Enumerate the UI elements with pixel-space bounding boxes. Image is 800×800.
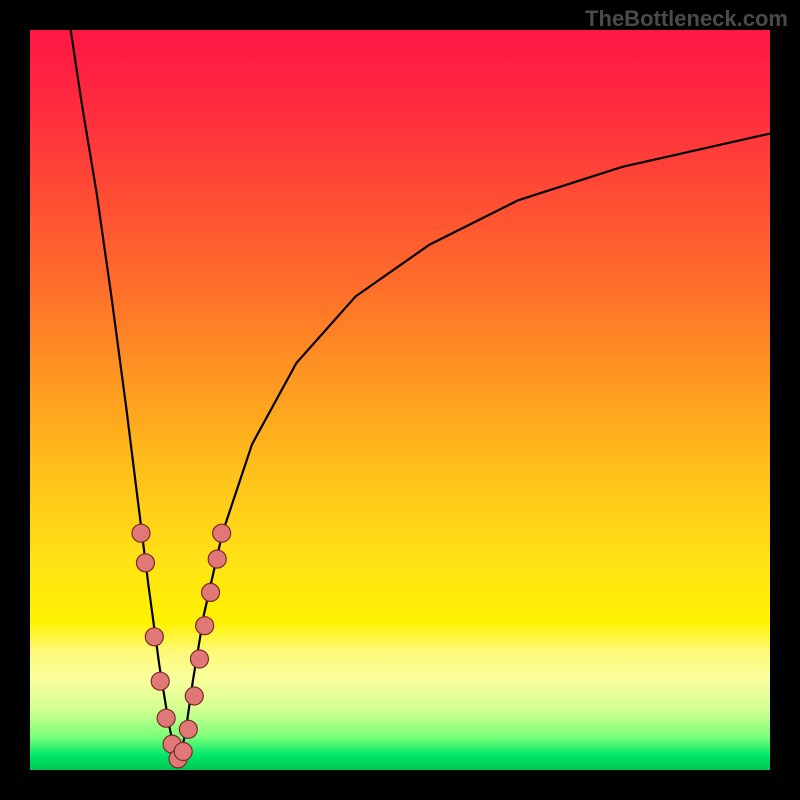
outer-frame: TheBottleneck.com bbox=[0, 0, 800, 800]
plot-area bbox=[30, 30, 770, 770]
curve-right-branch bbox=[178, 134, 770, 767]
data-marker bbox=[196, 617, 214, 635]
data-marker bbox=[136, 554, 154, 572]
data-marker bbox=[202, 583, 220, 601]
data-marker bbox=[157, 709, 175, 727]
data-marker bbox=[132, 524, 150, 542]
data-marker bbox=[174, 743, 192, 761]
data-marker bbox=[213, 524, 231, 542]
data-marker bbox=[179, 720, 197, 738]
data-marker bbox=[190, 650, 208, 668]
plot-svg bbox=[30, 30, 770, 770]
data-marker bbox=[208, 550, 226, 568]
data-marker bbox=[163, 735, 181, 753]
source-watermark: TheBottleneck.com bbox=[585, 6, 788, 32]
data-marker bbox=[151, 672, 169, 690]
data-marker bbox=[169, 750, 187, 768]
data-marker bbox=[145, 628, 163, 646]
data-marker bbox=[185, 687, 203, 705]
curve-left-branch bbox=[71, 30, 178, 766]
